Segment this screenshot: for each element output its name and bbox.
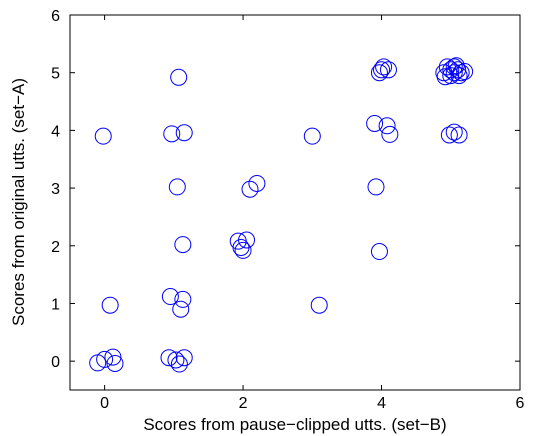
data-point [450, 126, 468, 144]
y-tick-label: 2 [51, 239, 60, 256]
y-tick-label: 3 [51, 181, 60, 198]
data-point [104, 348, 122, 366]
x-tick-label: 6 [516, 395, 525, 412]
data-point [436, 68, 454, 86]
x-tick-label: 0 [100, 395, 109, 412]
data-point [167, 351, 185, 369]
data-point [379, 61, 397, 79]
x-tick-label: 2 [239, 395, 248, 412]
data-point [366, 114, 384, 132]
data-point [367, 178, 385, 196]
data-point [161, 288, 179, 306]
data-point [170, 355, 188, 373]
y-tick-label: 0 [51, 354, 60, 371]
data-point [456, 63, 474, 81]
data-point [96, 350, 114, 368]
data-point [303, 127, 321, 145]
data-point [234, 241, 252, 259]
data-point [175, 349, 193, 367]
data-point [160, 349, 178, 367]
data-point [174, 290, 192, 308]
data-point [175, 124, 193, 142]
data-point [442, 67, 460, 85]
data-point [438, 58, 456, 76]
data-point [378, 117, 396, 135]
data-point [381, 125, 399, 143]
y-axis-label: Scores from original utts. (set−A) [9, 78, 28, 326]
y-axis-ticks: 0 1 2 3 4 5 6 [51, 8, 520, 371]
data-points [89, 57, 474, 373]
plot-area [69, 14, 521, 391]
data-point [442, 61, 460, 79]
y-tick-label: 5 [51, 66, 60, 83]
data-point [106, 354, 124, 372]
data-point [370, 243, 388, 261]
x-axis-ticks: 0 2 4 6 [100, 15, 525, 412]
data-point [241, 180, 259, 198]
data-point [310, 296, 328, 314]
x-tick-label: 4 [377, 395, 386, 412]
data-point [375, 58, 393, 76]
y-tick-label: 4 [51, 123, 60, 140]
data-point [445, 123, 463, 141]
data-point [445, 64, 463, 82]
data-point [450, 67, 468, 85]
data-point [94, 127, 112, 145]
data-point [370, 64, 388, 82]
data-point [172, 300, 190, 318]
x-axis-label: Scores from pause−clipped utts. (set−B) [143, 415, 446, 434]
data-point [101, 296, 119, 314]
data-point [447, 57, 465, 75]
data-point [163, 125, 181, 143]
data-point [440, 126, 458, 144]
data-point [248, 174, 266, 192]
data-point [232, 239, 250, 256]
y-tick-label: 1 [51, 296, 60, 313]
y-tick-label: 6 [51, 8, 60, 25]
data-point [373, 61, 391, 79]
data-point [174, 236, 192, 254]
data-point [170, 68, 188, 86]
data-point [445, 58, 463, 76]
data-point [168, 178, 186, 196]
